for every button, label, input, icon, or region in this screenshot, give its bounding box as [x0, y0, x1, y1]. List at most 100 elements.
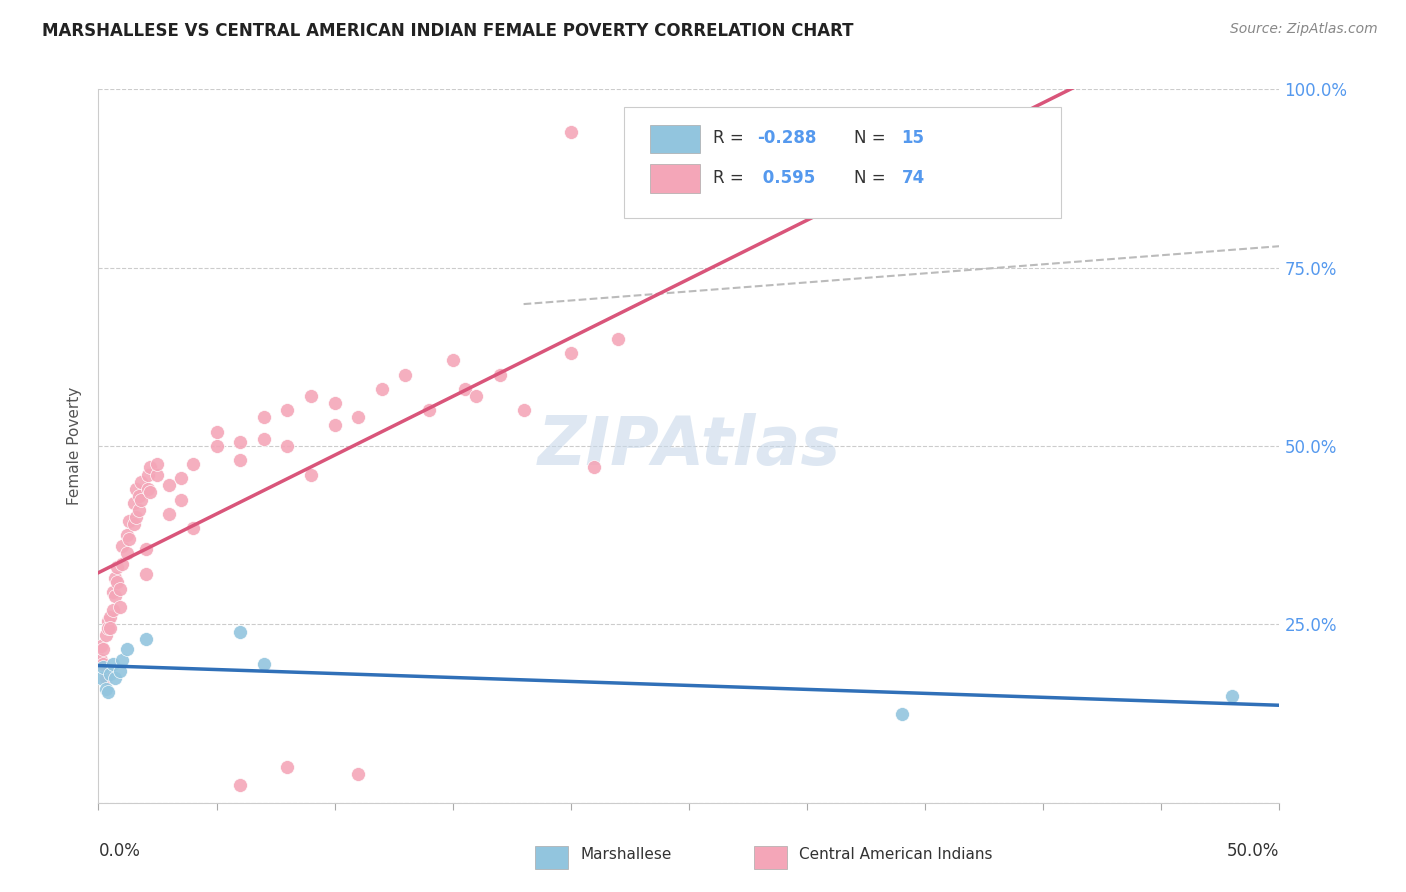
Point	[115, 642, 138, 657]
Point	[129, 475, 152, 489]
Text: 50.0%: 50.0%	[1227, 842, 1279, 860]
Point	[441, 353, 464, 368]
Point	[105, 574, 128, 589]
Point	[146, 467, 169, 482]
Point	[299, 389, 322, 403]
Text: R =: R =	[713, 128, 748, 146]
Point	[135, 542, 157, 557]
Point	[418, 403, 440, 417]
Point	[253, 657, 276, 671]
Text: -0.288: -0.288	[758, 128, 817, 146]
Point	[91, 642, 114, 657]
Text: Source: ZipAtlas.com: Source: ZipAtlas.com	[1230, 22, 1378, 37]
Y-axis label: Female Poverty: Female Poverty	[67, 387, 83, 505]
Point	[299, 467, 322, 482]
Point	[94, 681, 117, 696]
Point	[108, 582, 131, 596]
Point	[104, 589, 127, 603]
Point	[323, 417, 346, 432]
Point	[104, 571, 127, 585]
Point	[1220, 689, 1243, 703]
Bar	[650, 164, 700, 193]
Point	[170, 492, 193, 507]
Point	[98, 610, 121, 624]
Point	[229, 435, 252, 450]
Point	[135, 632, 157, 646]
Point	[90, 671, 112, 685]
Point	[170, 471, 193, 485]
Point	[108, 664, 131, 678]
Point	[489, 368, 512, 382]
Point	[91, 657, 114, 671]
Point	[105, 560, 128, 574]
Text: 15: 15	[901, 128, 925, 146]
Point	[229, 778, 252, 792]
Point	[347, 767, 370, 781]
Text: Central American Indians: Central American Indians	[799, 847, 993, 863]
Text: 0.595: 0.595	[758, 169, 815, 187]
Point	[157, 478, 180, 492]
Text: Marshallese: Marshallese	[581, 847, 672, 863]
Point	[465, 389, 488, 403]
Point	[139, 460, 162, 475]
Point	[91, 660, 114, 674]
Point	[371, 382, 394, 396]
Point	[890, 706, 912, 721]
Point	[90, 639, 112, 653]
Point	[101, 657, 124, 671]
Point	[115, 546, 138, 560]
Point	[122, 517, 145, 532]
Point	[122, 496, 145, 510]
Point	[347, 410, 370, 425]
Text: N =: N =	[855, 169, 891, 187]
Point	[157, 507, 180, 521]
Point	[94, 671, 117, 685]
Bar	[754, 847, 787, 869]
Point	[111, 539, 134, 553]
Point	[97, 685, 120, 699]
Point	[139, 485, 162, 500]
Text: 74: 74	[901, 169, 925, 187]
Text: ZIPAtlas: ZIPAtlas	[537, 413, 841, 479]
Point	[181, 521, 204, 535]
Text: R =: R =	[713, 169, 754, 187]
Point	[128, 489, 150, 503]
Point	[394, 368, 416, 382]
Point	[205, 425, 228, 439]
Point	[125, 482, 148, 496]
Point	[276, 439, 298, 453]
Point	[97, 621, 120, 635]
Point	[90, 653, 112, 667]
Point	[136, 482, 159, 496]
Point	[94, 628, 117, 642]
Point	[583, 460, 606, 475]
Text: N =: N =	[855, 128, 891, 146]
Point	[108, 599, 131, 614]
Point	[136, 467, 159, 482]
Point	[453, 382, 475, 396]
Point	[115, 528, 138, 542]
Point	[205, 439, 228, 453]
Point	[111, 653, 134, 667]
Text: MARSHALLESE VS CENTRAL AMERICAN INDIAN FEMALE POVERTY CORRELATION CHART: MARSHALLESE VS CENTRAL AMERICAN INDIAN F…	[42, 22, 853, 40]
Point	[101, 585, 124, 599]
Point	[97, 614, 120, 628]
Point	[323, 396, 346, 410]
Point	[276, 403, 298, 417]
Point	[607, 332, 630, 346]
Point	[560, 346, 582, 360]
Point	[560, 125, 582, 139]
Point	[146, 457, 169, 471]
Point	[125, 510, 148, 524]
Text: 0.0%: 0.0%	[98, 842, 141, 860]
Point	[98, 621, 121, 635]
Point	[118, 532, 141, 546]
Point	[104, 671, 127, 685]
Point	[128, 503, 150, 517]
Point	[98, 667, 121, 681]
FancyBboxPatch shape	[624, 107, 1062, 218]
Point	[111, 557, 134, 571]
Point	[253, 410, 276, 425]
Point	[512, 403, 534, 417]
Bar	[650, 125, 700, 153]
